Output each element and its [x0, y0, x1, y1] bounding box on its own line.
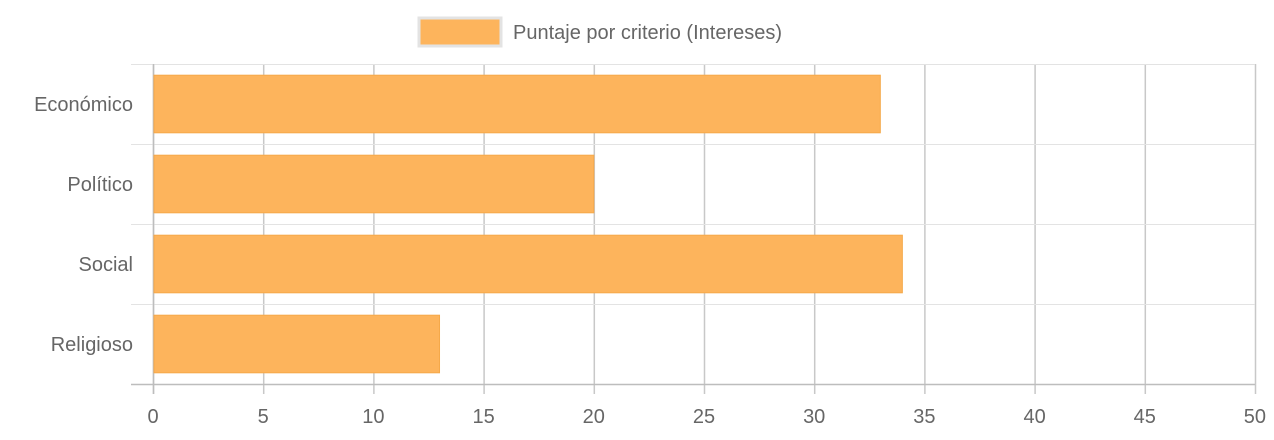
bar[interactable]	[153, 74, 881, 134]
x-tick-label: 10	[362, 406, 384, 428]
category-labels: Económico Político Social Religioso	[34, 94, 133, 356]
legend-label: Puntaje por criterio (Intereses)	[513, 22, 782, 44]
legend-swatch	[417, 16, 503, 48]
x-tick-label: 15	[472, 406, 494, 428]
x-tick-label: 35	[913, 406, 935, 428]
bar[interactable]	[153, 314, 441, 374]
category-label: Social	[79, 254, 133, 276]
x-tick-label: 40	[1023, 406, 1045, 428]
x-tick-label: 45	[1134, 406, 1156, 428]
category-label: Religioso	[51, 334, 133, 356]
bar[interactable]	[153, 234, 903, 294]
x-tick-label: 0	[147, 406, 158, 428]
x-tick-label: 5	[258, 406, 269, 428]
bars	[153, 74, 903, 374]
legend[interactable]: Puntaje por criterio (Intereses)	[417, 16, 782, 48]
x-tick-label: 20	[583, 406, 605, 428]
x-tick-label: 50	[1244, 406, 1266, 428]
bar[interactable]	[153, 154, 595, 214]
x-tick-label: 30	[803, 406, 825, 428]
category-label: Político	[67, 174, 133, 196]
category-label: Económico	[34, 94, 133, 116]
x-tick-label: 25	[693, 406, 715, 428]
x-tick-labels: 0 5 10 15 20 25 30 35 40 45 50	[147, 406, 1266, 428]
